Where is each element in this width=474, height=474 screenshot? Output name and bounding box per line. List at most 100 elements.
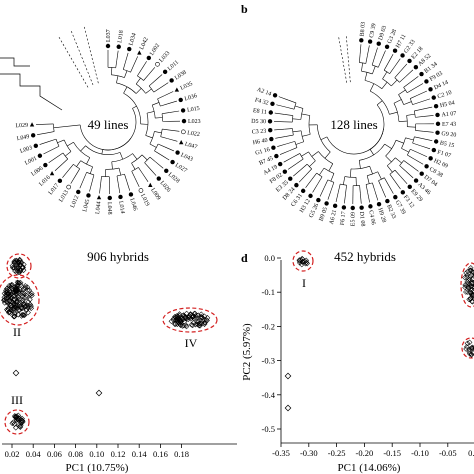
panel-d-pca: d 452 hybrids -0.35 -0.30 -0.25 -0.20 -0.15-… [237, 244, 474, 474]
leaf-label: D5 30 [251, 119, 266, 125]
leaf-label: A2 14 [256, 87, 272, 98]
leaf-label: L016 [38, 175, 51, 188]
leaf-branch [79, 178, 85, 189]
leaf-branch [279, 150, 290, 155]
leaf-label: H5 04 [440, 100, 456, 109]
leaf-branch [141, 61, 147, 70]
data-point [18, 304, 25, 311]
tree-branch [330, 182, 335, 191]
leaf-label: L045 [82, 199, 91, 213]
leaf-label: A1 07 [441, 111, 456, 119]
leaf-label: L023 [188, 119, 201, 125]
leaf-label: L013 [58, 189, 70, 203]
leaf-marker [433, 139, 439, 144]
tree-arc [85, 145, 121, 155]
leaf-branch [394, 58, 401, 68]
leaf-marker [300, 188, 306, 194]
tree-branch [111, 161, 113, 170]
leaf-branch [154, 74, 163, 82]
leaf-marker [30, 133, 36, 138]
leaf-label: L048 [106, 202, 112, 215]
data-point [11, 307, 17, 314]
tree-branch [154, 131, 162, 134]
leaf-label: L019 [139, 193, 150, 207]
tree-branch [65, 151, 72, 157]
data-point [14, 287, 21, 294]
leaf-label: L017 [48, 183, 61, 197]
data-point [6, 298, 13, 305]
data-point [199, 315, 205, 321]
data-point [27, 296, 33, 303]
data-point [201, 319, 208, 326]
tree-branch [345, 185, 347, 194]
tree-arc [359, 62, 366, 64]
tree-arc [308, 115, 311, 135]
data-point [190, 320, 197, 326]
leaf-label: G5 26 [309, 203, 321, 219]
tree-branch [399, 165, 406, 172]
leaf-branch [367, 45, 370, 56]
tree-arc [394, 77, 400, 83]
leaf-label: L033 [159, 50, 172, 64]
data-point [471, 284, 474, 291]
data-point [192, 310, 198, 317]
tree-branch [387, 165, 393, 173]
data-point [23, 292, 30, 299]
data-point [21, 312, 27, 318]
x-tick-label: -0.05 [439, 448, 457, 458]
data-point [466, 349, 473, 355]
leaf-branch [414, 83, 424, 89]
leaf-branch [148, 67, 156, 76]
x-tick-label: 0.06 [47, 449, 62, 459]
tree-arc [154, 143, 159, 151]
leaf-marker [162, 69, 168, 75]
leaf-label: H2 09 [433, 158, 449, 170]
tree-branch [118, 167, 122, 176]
leaf-branch [400, 63, 408, 72]
leaf-branch [62, 169, 69, 178]
data-point [15, 260, 22, 266]
leaf-branch [43, 149, 53, 155]
cluster-points-III [9, 412, 26, 431]
tree-branch [311, 151, 319, 157]
leaf-branch [125, 52, 129, 63]
leaf-marker [400, 53, 405, 58]
leaf-label: B9 05 [319, 207, 329, 223]
tree-arc [406, 115, 408, 127]
leaf-marker [148, 182, 153, 187]
leaf-branch [126, 181, 131, 191]
data-point [1, 296, 8, 303]
tree-branch [405, 137, 414, 141]
tree-branch [148, 80, 155, 87]
leaf-label: F1 07 [436, 149, 451, 159]
data-point [304, 260, 310, 267]
tree-branch [100, 176, 102, 184]
leaf-marker [424, 164, 429, 169]
leaf-marker [107, 195, 112, 201]
center-label-b: 128 lines [330, 117, 377, 132]
panel-letter-d: d [241, 251, 248, 265]
tree-branch [153, 87, 161, 93]
tree-branch [132, 105, 137, 109]
leaf-branch [405, 69, 414, 77]
data-point [467, 296, 474, 302]
leaf-branch [142, 173, 149, 182]
leaf-label: C3 23 [252, 129, 267, 136]
tree-arc [55, 139, 60, 147]
leaf-branch [167, 100, 177, 105]
leaf-label: B5 15 [439, 140, 454, 149]
x-tick-label: 0.08 [68, 449, 83, 459]
tree-branch [162, 128, 170, 131]
leaf-label: L034 [128, 32, 137, 46]
group-label-IV: IV [185, 336, 198, 350]
leaf-marker [419, 171, 424, 176]
leaf-label: L014 [117, 201, 125, 214]
tree-branch [403, 160, 411, 166]
tree-arc [53, 123, 55, 132]
tree-branch [401, 148, 409, 153]
data-point [11, 313, 18, 319]
tree-branch [305, 168, 312, 176]
x-axis-label-c: PC1 (10.75%) [66, 462, 129, 474]
leaf-branch [276, 104, 287, 108]
leaf-branch [277, 143, 287, 147]
